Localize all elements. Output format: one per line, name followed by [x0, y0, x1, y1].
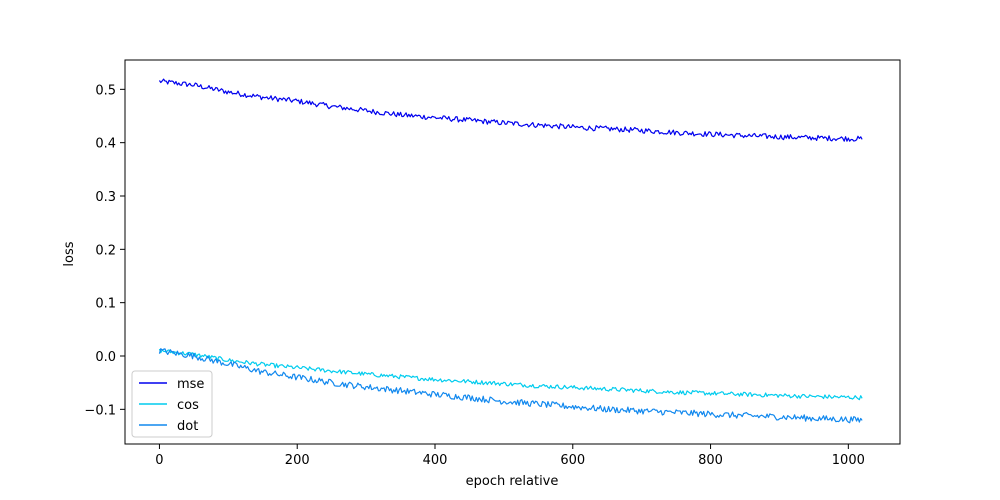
y-tick-label: 0.1	[95, 297, 116, 312]
series-lines-layer	[158, 78, 863, 424]
legend-frame	[131, 370, 213, 438]
x-tick-label: 0	[155, 453, 163, 468]
series-line-mse	[158, 78, 863, 142]
x-tick-label: 400	[423, 453, 448, 468]
ticks-layer: 0 200 400 600 800 1000 −0.1 0.0 0.1 0.2 0.3 0.4 0.5	[84, 83, 864, 468]
legend-label-mse: mse	[177, 377, 204, 392]
y-tick-label: 0.0	[95, 350, 116, 365]
x-tick-label: 200	[285, 453, 310, 468]
legend-label-dot: dot	[177, 419, 198, 434]
y-tick-label: −0.1	[84, 403, 116, 418]
x-tick-label: 800	[698, 453, 723, 468]
y-tick-label: 0.3	[95, 190, 116, 205]
y-tick-label: 0.5	[95, 83, 116, 98]
plot-frame	[124, 59, 901, 445]
series-line-cos	[158, 348, 863, 401]
y-axis-label: loss	[62, 241, 77, 266]
y-tick-label: 0.4	[95, 137, 116, 152]
legend: mse cos dot	[131, 370, 213, 438]
x-tick-label: 600	[560, 453, 585, 468]
x-axis-label: epoch relative	[466, 474, 559, 489]
series-line-dot	[158, 348, 863, 424]
y-tick-label: 0.2	[95, 243, 116, 258]
legend-label-cos: cos	[177, 398, 199, 413]
x-tick-label: 1000	[832, 453, 865, 468]
